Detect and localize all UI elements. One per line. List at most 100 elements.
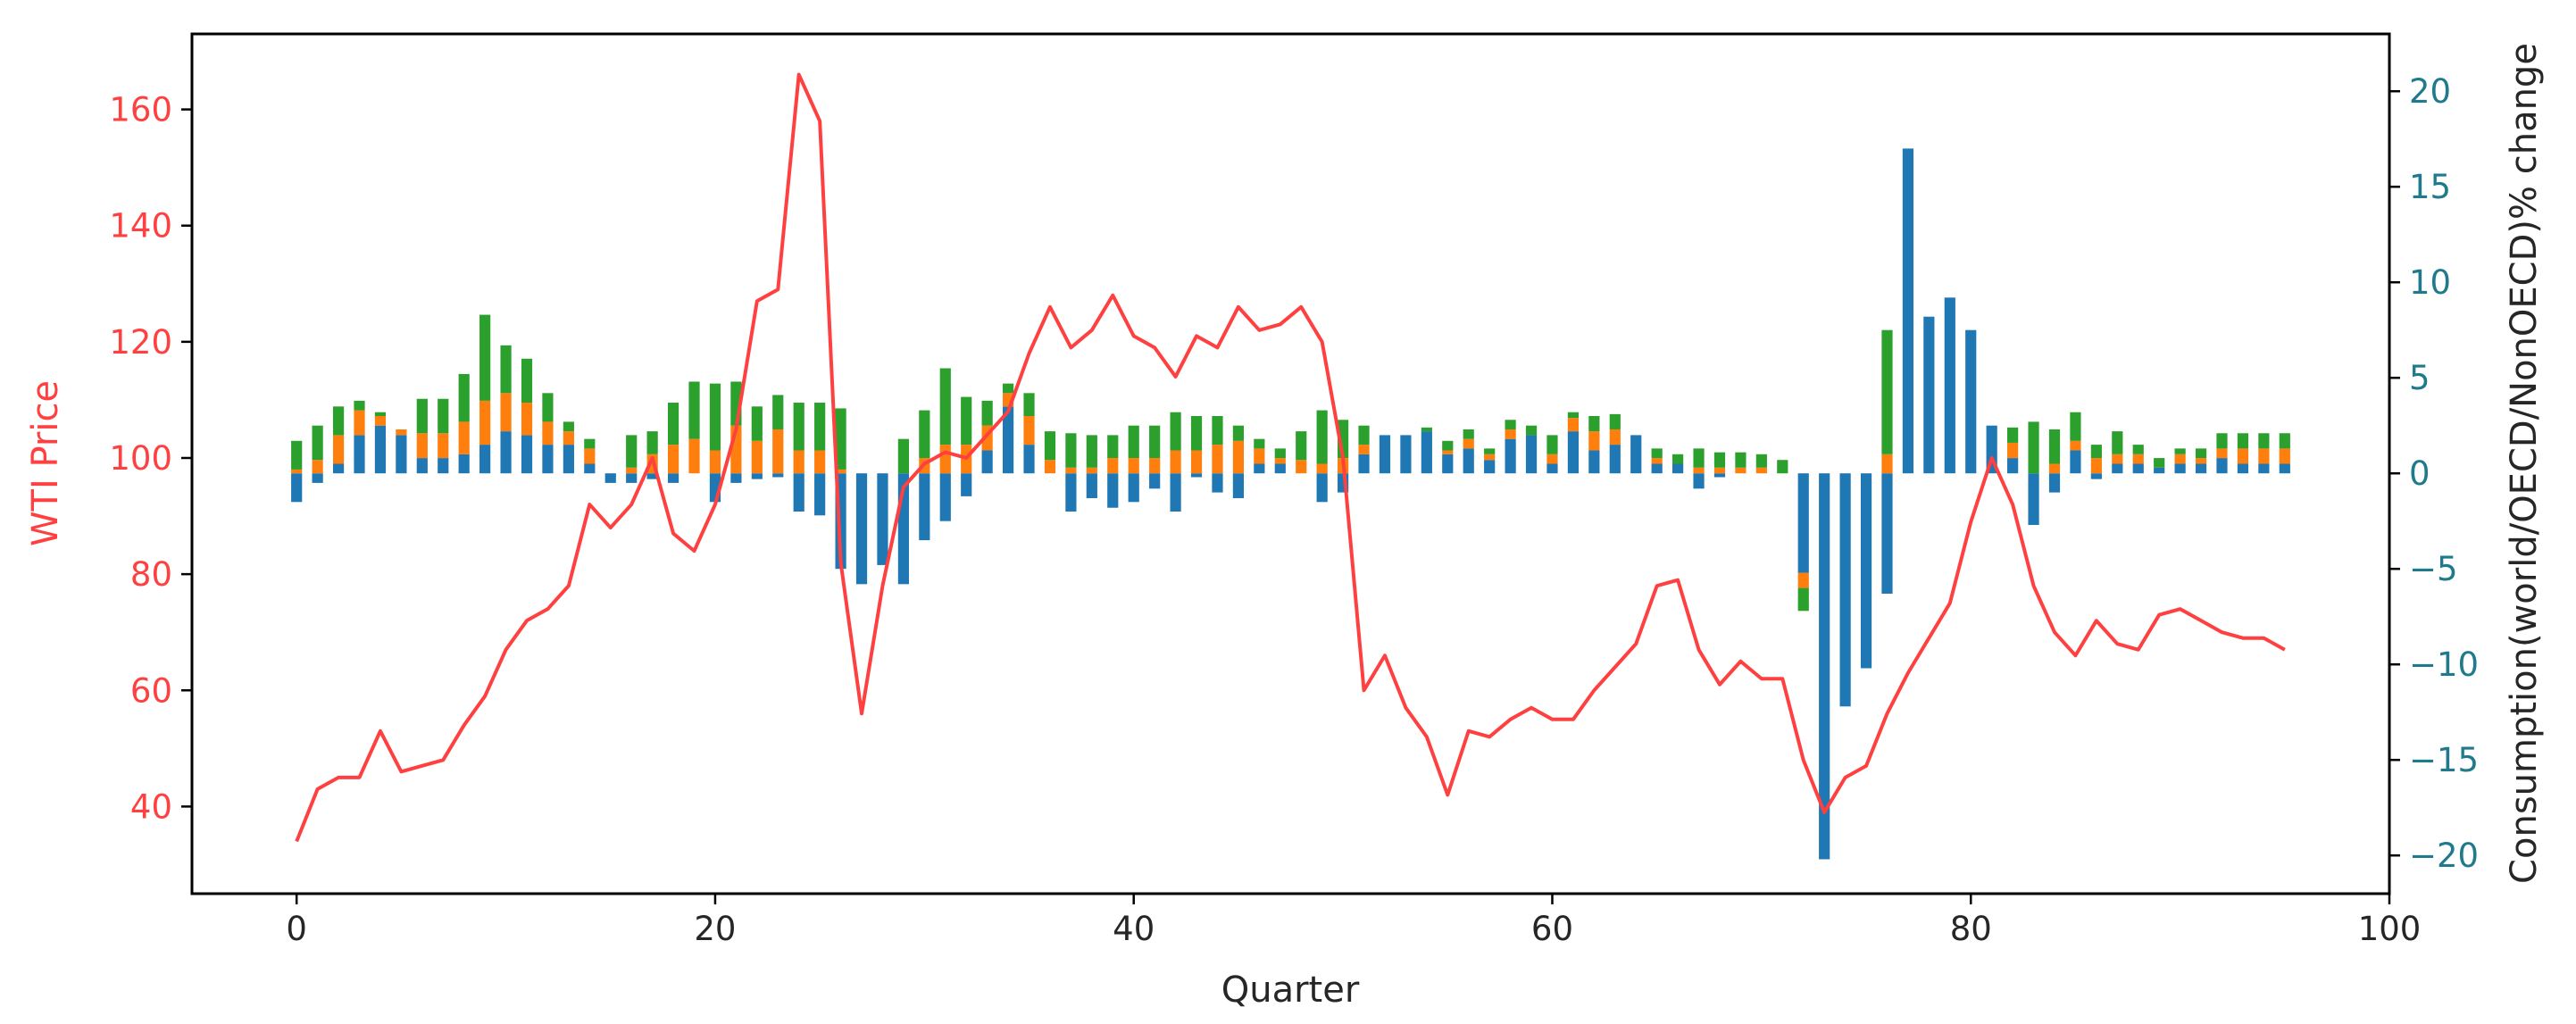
bar-nonoecd bbox=[291, 440, 303, 470]
y-right-tick-label: −5 bbox=[2409, 550, 2458, 588]
bar-nonoecd bbox=[1546, 435, 1558, 454]
bar-nonoecd bbox=[1128, 425, 1139, 459]
bar-world bbox=[312, 473, 323, 483]
bar-oecd bbox=[2174, 454, 2186, 464]
bar-world bbox=[542, 445, 554, 474]
bar-world bbox=[563, 445, 574, 474]
bar-world bbox=[751, 473, 763, 479]
bar-nonoecd bbox=[751, 406, 763, 441]
bar-oecd bbox=[2112, 454, 2123, 464]
bar-world bbox=[604, 473, 616, 483]
bar-oecd bbox=[1713, 467, 1726, 474]
bar-oecd bbox=[1463, 438, 1474, 449]
bar-oecd bbox=[688, 438, 700, 474]
bar-nonoecd bbox=[1693, 448, 1705, 468]
x-tick-label: 100 bbox=[2358, 910, 2422, 948]
bar-world bbox=[1860, 473, 1872, 669]
bar-oecd bbox=[1107, 458, 1119, 474]
y-right-tick-label: 0 bbox=[2409, 454, 2430, 493]
bar-oecd bbox=[1881, 454, 1893, 474]
bar-world bbox=[291, 473, 303, 503]
bar-oecd bbox=[438, 433, 449, 459]
bar-world bbox=[1107, 473, 1119, 508]
bar-world bbox=[793, 473, 804, 512]
bar-world bbox=[1484, 460, 1496, 474]
bar-oecd bbox=[2090, 458, 2102, 474]
bar-nonoecd bbox=[2258, 433, 2270, 449]
bar-world bbox=[1588, 450, 1600, 474]
x-tick-label: 80 bbox=[1950, 910, 1992, 948]
bar-world bbox=[1190, 473, 1203, 478]
bar-oecd bbox=[1316, 463, 1328, 474]
bar-nonoecd bbox=[1149, 425, 1161, 459]
bar-world bbox=[584, 463, 596, 474]
bar-nonoecd bbox=[709, 383, 721, 451]
bar-world bbox=[981, 450, 993, 474]
bar-nonoecd bbox=[1525, 425, 1538, 436]
y-right-tick-label: 15 bbox=[2409, 168, 2451, 206]
bar-world bbox=[919, 473, 930, 541]
bar-oecd bbox=[1254, 448, 1265, 464]
bar-world bbox=[1546, 463, 1558, 474]
bar-nonoecd bbox=[772, 395, 784, 429]
bar-world bbox=[626, 473, 638, 483]
bar-world bbox=[1023, 445, 1035, 474]
bar-oecd bbox=[1588, 431, 1600, 451]
bar-nonoecd bbox=[1588, 416, 1600, 432]
bar-world bbox=[416, 458, 428, 474]
bar-world bbox=[1149, 473, 1161, 489]
bar-oecd bbox=[1546, 454, 1558, 464]
bar-nonoecd bbox=[374, 412, 387, 416]
price-line bbox=[295, 72, 2286, 843]
bar-world bbox=[438, 458, 449, 474]
bar-nonoecd bbox=[2216, 433, 2228, 449]
bar-world bbox=[1358, 454, 1370, 474]
bar-oecd bbox=[1232, 440, 1244, 474]
bar-world bbox=[2237, 463, 2249, 474]
bar-world bbox=[1400, 435, 1412, 474]
bar-nonoecd bbox=[1672, 454, 1684, 464]
bar-oecd bbox=[1755, 467, 1767, 474]
bar-nonoecd bbox=[1881, 329, 1893, 454]
x-tick-label: 0 bbox=[286, 910, 307, 948]
bar-oecd bbox=[416, 433, 428, 459]
bar-nonoecd bbox=[1421, 427, 1432, 432]
bar-oecd bbox=[2070, 440, 2081, 451]
bar-nonoecd bbox=[458, 373, 470, 422]
plot-frame bbox=[190, 32, 2391, 895]
bar-world bbox=[1421, 431, 1432, 474]
bar-world bbox=[479, 445, 491, 474]
bar-oecd bbox=[1505, 429, 1516, 439]
bar-world bbox=[667, 473, 679, 483]
bar-oecd bbox=[332, 435, 345, 464]
bar-nonoecd bbox=[626, 435, 638, 468]
bar-nonoecd bbox=[1232, 425, 1244, 441]
bar-nonoecd bbox=[1086, 435, 1097, 468]
bar-oecd bbox=[2007, 442, 2019, 459]
bar-world bbox=[2048, 473, 2061, 493]
y-left-tick-label: 120 bbox=[109, 323, 172, 362]
bar-world bbox=[374, 425, 387, 474]
bar-nonoecd bbox=[1567, 412, 1580, 419]
bar-nonoecd bbox=[667, 403, 679, 445]
bar-oecd bbox=[793, 450, 804, 474]
bar-nonoecd bbox=[1609, 413, 1621, 429]
bar-nonoecd bbox=[2154, 458, 2165, 468]
bar-nonoecd bbox=[438, 398, 449, 434]
bar-nonoecd bbox=[2279, 433, 2290, 449]
bar-world bbox=[2258, 463, 2270, 474]
bar-nonoecd bbox=[961, 396, 972, 445]
bar-world bbox=[1274, 463, 1286, 474]
x-tick-label: 20 bbox=[694, 910, 736, 948]
bar-world bbox=[2090, 473, 2102, 479]
bar-oecd bbox=[1190, 450, 1203, 474]
bar-oecd bbox=[2216, 448, 2228, 459]
bar-world bbox=[1065, 473, 1077, 512]
bar-world bbox=[1944, 297, 1955, 474]
bar-world bbox=[1002, 406, 1014, 474]
y-left-tick-label: 80 bbox=[130, 555, 172, 594]
bar-world bbox=[1316, 473, 1328, 503]
bar-nonoecd bbox=[1755, 454, 1767, 468]
bar-world bbox=[2195, 463, 2207, 474]
